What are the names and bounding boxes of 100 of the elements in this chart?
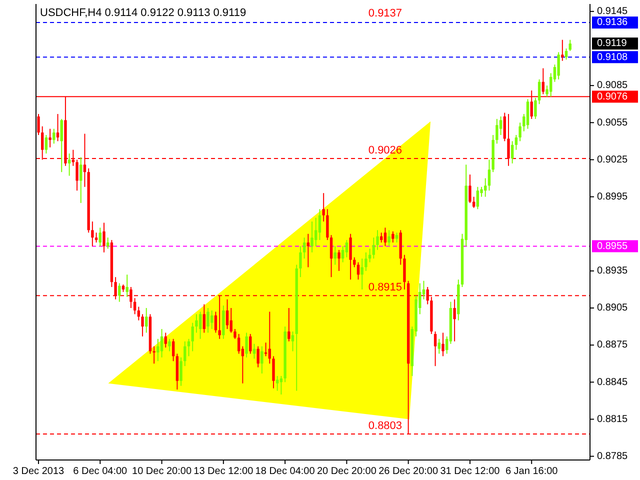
candlestick: [245, 332, 248, 358]
candlestick: [37, 113, 40, 136]
candlestick: [133, 298, 136, 315]
candlestick: [384, 227, 387, 247]
candlestick: [310, 220, 314, 253]
y-tick-label: 0.8845: [597, 376, 628, 388]
candlestick: [472, 196, 476, 208]
candlestick: [145, 308, 148, 334]
candlestick: [360, 258, 364, 290]
candlestick: [141, 314, 144, 337]
candlestick: [488, 159, 491, 192]
candlestick: [230, 308, 232, 334]
x-tick-label: 31 Dec 12:00: [440, 466, 500, 477]
candlestick: [518, 122, 522, 142]
candlestick: [191, 322, 194, 352]
chart-title: USDCHF,H4 0.9114 0.9122 0.9113 0.9119: [40, 7, 246, 19]
candlestick: [288, 308, 290, 342]
candlestick: [126, 274, 128, 298]
candlestick: [164, 332, 167, 348]
y-tick-label: 0.8815: [597, 414, 628, 425]
ref-line-label: 0.8955: [597, 240, 628, 252]
candlestick: [198, 311, 202, 340]
candlestick: [561, 39, 564, 62]
annotation: 0.9137: [368, 7, 402, 20]
x-tick-label: 6 Dec 04:00: [73, 466, 128, 477]
candlestick: [152, 346, 156, 364]
candlestick: [334, 246, 336, 266]
candlestick: [44, 134, 48, 154]
candlestick: [564, 48, 568, 60]
candlestick: [91, 220, 94, 247]
candlestick: [168, 338, 171, 352]
candlestick: [48, 128, 52, 148]
candlestick: [538, 78, 541, 105]
candlestick: [453, 298, 456, 342]
candlestick: [338, 249, 340, 272]
ref-line-label: 0.9076: [597, 91, 628, 102]
candlestick: [510, 140, 514, 164]
candlestick: [172, 338, 175, 362]
y-tick-label: 0.8905: [597, 302, 628, 314]
candlestick: [568, 39, 572, 52]
candlestick: [322, 192, 325, 222]
x-tick-label: 26 Dec 20:00: [378, 466, 438, 477]
candlestick: [341, 246, 344, 263]
candlestick: [318, 208, 322, 241]
candlestick: [137, 306, 140, 321]
y-tick-label: 0.9025: [597, 154, 628, 166]
candlestick: [80, 156, 82, 204]
y-tick-label: 0.9085: [597, 80, 628, 92]
x-tick-label: 3 Dec 2013: [12, 466, 65, 477]
candlestick: [156, 338, 160, 362]
candlestick: [302, 237, 306, 260]
y-tick-label: 0.8875: [597, 340, 628, 351]
candlestick: [76, 159, 78, 192]
candlestick: [496, 118, 498, 144]
candlestick: [98, 227, 102, 247]
candlestick: [392, 230, 394, 244]
candlestick: [276, 375, 279, 392]
x-tick-label: 10 Dec 20:00: [132, 466, 192, 477]
candlestick: [503, 112, 506, 142]
y-tick-label: 0.8785: [597, 450, 628, 462]
candlestick: [291, 330, 294, 352]
annotation: 0.8803: [368, 420, 402, 432]
candlestick: [56, 113, 60, 142]
candlestick: [214, 311, 218, 334]
text: 0.9119: [597, 38, 628, 50]
candlestick: [118, 282, 121, 302]
candlestick: [484, 178, 487, 198]
candlestick: [557, 52, 560, 80]
candlestick: [372, 237, 376, 260]
candlestick: [195, 314, 198, 334]
candlestick: [403, 254, 406, 290]
candlestick: [476, 186, 480, 210]
candlestick: [237, 333, 240, 354]
candlestick: [234, 328, 236, 340]
candlestick: [326, 208, 329, 241]
candlestick: [60, 118, 63, 173]
candlestick: [102, 222, 106, 253]
candlestick: [249, 333, 252, 354]
candlestick: [388, 230, 390, 247]
x-tick-label: 18 Dec 04:00: [255, 466, 316, 477]
candlestick: [160, 328, 164, 358]
y-tick-label: 0.8935: [597, 266, 628, 277]
candlestick: [256, 346, 260, 368]
y-tick-label: 0.9145: [597, 6, 628, 18]
candlestick: [184, 340, 186, 367]
candlestick: [434, 330, 437, 367]
candlestick: [526, 98, 530, 130]
candlestick: [52, 128, 56, 144]
x-tick-label: 6 Jan 16:00: [505, 466, 558, 477]
candlestick: [68, 153, 71, 176]
x-tick-label: 20 Dec 20:00: [316, 466, 377, 477]
candlestick: [272, 356, 275, 389]
candlestick: [206, 308, 210, 334]
ref-line-label: 0.9108: [597, 52, 628, 63]
candlestick: [376, 230, 379, 250]
candlestick: [468, 174, 472, 204]
candlestick: [299, 246, 302, 278]
candlestick: [314, 217, 318, 247]
candlestick: [442, 332, 444, 357]
candlestick: [514, 134, 518, 150]
